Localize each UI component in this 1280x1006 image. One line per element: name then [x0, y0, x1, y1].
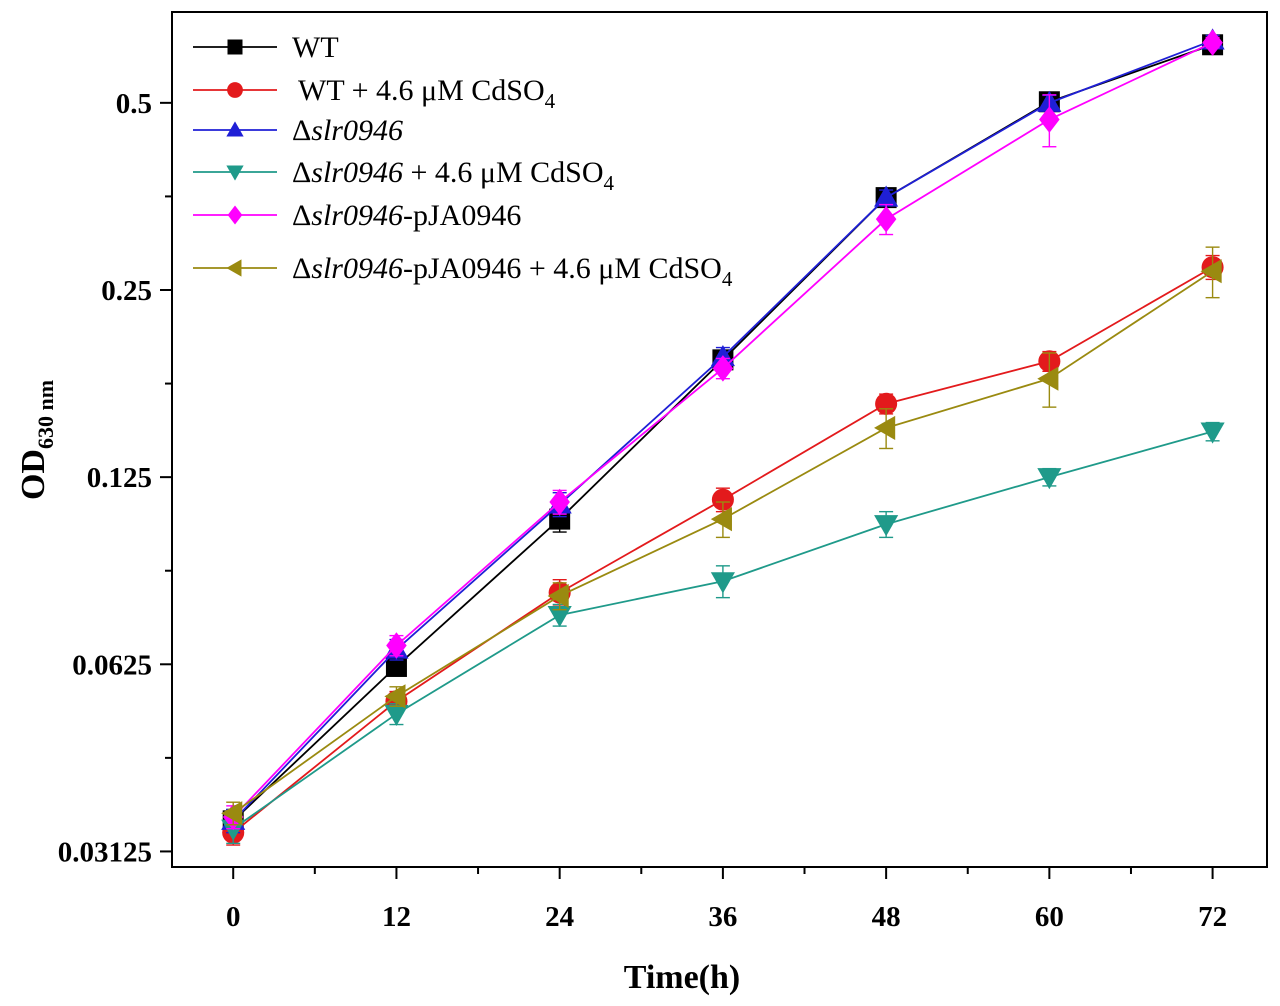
legend-label: WT — [292, 31, 339, 64]
series-5 — [222, 29, 1223, 831]
x-tick-label: 0 — [226, 901, 241, 933]
legend-label: Δslr0946 + 4.6 μM CdSO4 — [292, 156, 615, 195]
data-point — [221, 801, 243, 826]
legend-label: Δslr0946-pJA0946 + 4.6 μM CdSO4 — [292, 252, 733, 291]
y-tick-label: 0.25 — [101, 275, 152, 307]
legend-item-4: Δslr0946 + 4.6 μM CdSO4 — [193, 156, 615, 195]
legend-marker — [227, 82, 243, 98]
legend-marker — [227, 205, 243, 225]
series-6 — [221, 246, 1222, 826]
data-point — [1039, 106, 1060, 133]
data-point — [386, 632, 407, 659]
data-point — [712, 355, 734, 382]
x-tick-label: 12 — [382, 901, 411, 933]
legend-item-5: Δslr0946-pJA0946 — [193, 199, 521, 232]
data-point — [1202, 29, 1223, 56]
legend-marker — [226, 259, 242, 277]
legend-label: WT + 4.6 μM CdSO4 — [298, 74, 556, 113]
data-point — [874, 185, 899, 207]
legend-marker — [226, 121, 244, 137]
data-point — [384, 684, 406, 709]
x-tick-label: 24 — [545, 901, 574, 933]
series-3 — [221, 28, 1225, 834]
legend-label: Δslr0946-pJA0946 — [292, 199, 521, 232]
y-tick-label: 0.0625 — [72, 649, 152, 681]
data-point — [710, 507, 732, 532]
legend-item-6: Δslr0946-pJA0946 + 4.6 μM CdSO4 — [193, 252, 733, 291]
axis-layer: 0 12 24 36 48 60 72 0.03125 0.0625 0.125 0.25 0.5 — [58, 88, 1227, 933]
data-point — [874, 415, 896, 440]
x-tick-label: 72 — [1198, 901, 1227, 933]
y-axis-title-sub: 630 nm — [33, 380, 58, 449]
legend-marker — [227, 39, 243, 55]
y-tick-label: 0.03125 — [58, 836, 152, 868]
plot-frame — [171, 11, 1268, 868]
x-tick-label: 36 — [708, 901, 737, 933]
legend-item-2: WT + 4.6 μM CdSO4 — [193, 74, 556, 113]
legend-item-3: Δslr0946 — [193, 114, 403, 147]
data-point — [385, 655, 407, 677]
y-tick-label: 0.125 — [87, 462, 152, 494]
data-point — [710, 572, 735, 594]
data-point — [1037, 468, 1062, 490]
data-point — [711, 488, 734, 511]
data-point — [1200, 422, 1225, 444]
legend-label: Δslr0946 — [292, 114, 403, 147]
data-point — [1200, 259, 1222, 284]
y-axis-title: OD630 nm — [15, 380, 58, 500]
legend-item-1: WT — [193, 31, 339, 64]
data-point — [384, 704, 409, 727]
data-point — [547, 583, 569, 609]
series-layer — [221, 28, 1225, 846]
data-point — [1037, 366, 1059, 391]
data-point — [875, 205, 897, 233]
x-tick-label: 60 — [1035, 901, 1064, 933]
y-axis-title-main: OD — [15, 449, 52, 500]
data-point — [549, 488, 570, 516]
series-4 — [221, 421, 1225, 845]
data-point — [547, 606, 572, 628]
x-axis-title: Time(h) — [624, 959, 740, 996]
y-tick-label: 0.5 — [116, 88, 152, 120]
data-point — [874, 515, 899, 537]
x-tick-label: 48 — [872, 901, 901, 933]
series-2 — [222, 254, 1224, 846]
legend-marker — [226, 165, 244, 181]
